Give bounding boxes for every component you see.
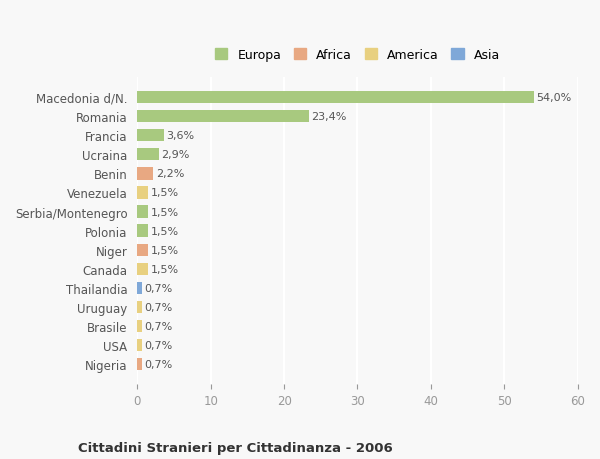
- Bar: [137, 282, 142, 295]
- Bar: [137, 263, 148, 275]
- Bar: [137, 225, 148, 237]
- Bar: [137, 187, 148, 199]
- Bar: [137, 168, 154, 180]
- Bar: [137, 130, 164, 142]
- Text: 0,7%: 0,7%: [145, 302, 173, 312]
- Bar: [137, 339, 142, 352]
- Text: 2,9%: 2,9%: [161, 150, 189, 160]
- Text: 54,0%: 54,0%: [536, 93, 571, 103]
- Text: Cittadini Stranieri per Cittadinanza - 2006: Cittadini Stranieri per Cittadinanza - 2…: [78, 441, 393, 453]
- Text: 1,5%: 1,5%: [151, 245, 179, 255]
- Text: 0,7%: 0,7%: [145, 359, 173, 369]
- Text: 3,6%: 3,6%: [166, 131, 194, 141]
- Text: 1,5%: 1,5%: [151, 264, 179, 274]
- Text: 0,7%: 0,7%: [145, 341, 173, 350]
- Bar: [137, 244, 148, 257]
- Bar: [137, 149, 158, 161]
- Bar: [137, 206, 148, 218]
- Text: 2,2%: 2,2%: [155, 169, 184, 179]
- Bar: [137, 320, 142, 333]
- Bar: [137, 301, 142, 313]
- Text: 0,7%: 0,7%: [145, 321, 173, 331]
- Bar: [137, 111, 309, 123]
- Legend: Europa, Africa, America, Asia: Europa, Africa, America, Asia: [210, 44, 505, 67]
- Text: 1,5%: 1,5%: [151, 188, 179, 198]
- Text: 1,5%: 1,5%: [151, 207, 179, 217]
- Text: 1,5%: 1,5%: [151, 226, 179, 236]
- Bar: [137, 358, 142, 371]
- Text: 23,4%: 23,4%: [311, 112, 347, 122]
- Bar: [137, 92, 533, 104]
- Text: 0,7%: 0,7%: [145, 283, 173, 293]
